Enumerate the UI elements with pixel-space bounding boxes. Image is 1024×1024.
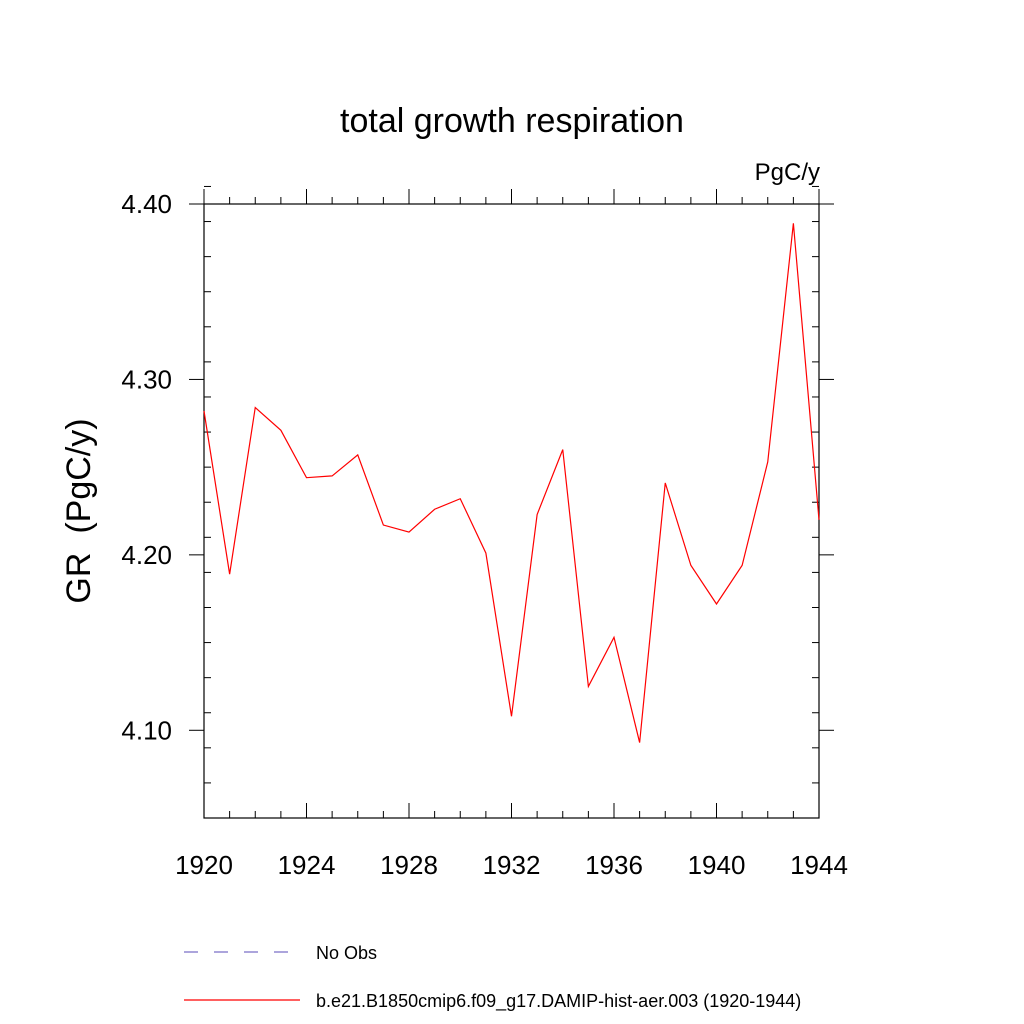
- legend: No Obs b.e21.B1850cmip6.f09_g17.DAMIP-hi…: [184, 943, 801, 1012]
- chart-title: total growth respiration: [340, 102, 684, 140]
- plot-frame: [203, 203, 820, 819]
- x-tick-label: 1920: [175, 850, 233, 880]
- tick-labels: 1920 1924 1928 1932 1936 1940 1944 4.10 4.20 4.30…: [121, 189, 848, 880]
- minor-ticks: [204, 185, 819, 819]
- x-tick-label: 1932: [483, 850, 541, 880]
- major-ticks: [189, 189, 834, 818]
- legend-label-series: b.e21.B1850cmip6.f09_g17.DAMIP-hist-aer.…: [316, 991, 801, 1012]
- y-tick-label: 4.20: [121, 540, 172, 570]
- y-tick-label: 4.40: [121, 189, 172, 219]
- legend-label-no-obs: No Obs: [316, 943, 377, 963]
- x-tick-label: 1924: [278, 850, 336, 880]
- x-tick-label: 1940: [688, 850, 746, 880]
- y-tick-label: 4.10: [121, 715, 172, 745]
- series-line: [203, 223, 820, 743]
- y-tick-label: 4.30: [121, 364, 172, 394]
- x-tick-label: 1928: [380, 850, 438, 880]
- y-axis-label: GR (PgC/y): [60, 418, 98, 603]
- x-tick-label: 1944: [790, 850, 848, 880]
- units-label: PgC/y: [755, 159, 820, 186]
- x-tick-label: 1936: [585, 850, 643, 880]
